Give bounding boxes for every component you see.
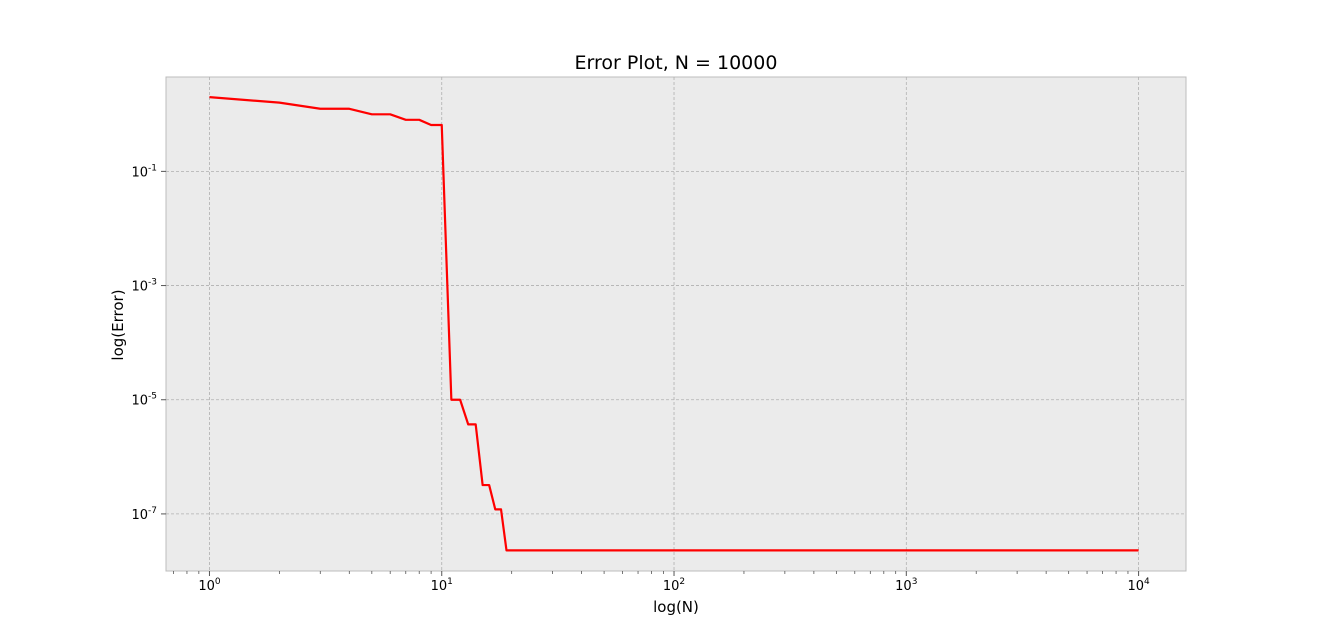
series-layer (209, 96, 1139, 552)
grid-lines (166, 77, 1186, 571)
y-tick-label: 10-7 (131, 506, 157, 523)
x-tick-label: 100 (198, 577, 221, 594)
x-axis-label: log(N) (653, 598, 699, 616)
y-tick-label: 10-5 (131, 392, 157, 409)
y-tick-label: 10-1 (131, 163, 157, 180)
y-axis-label: log(Error) (109, 289, 127, 360)
major-ticks (161, 170, 1140, 576)
tick-labels: 100 101 102 103 104 10-1 10-3 10-5 10-7 (131, 163, 1150, 594)
x-tick-label: 101 (431, 577, 453, 594)
x-tick-label: 103 (895, 577, 917, 594)
minor-ticks (173, 571, 1129, 574)
y-tick-label: 10-3 (131, 278, 157, 295)
x-tick-label: 102 (663, 577, 685, 594)
chart-title: Error Plot, N = 10000 (575, 52, 778, 74)
x-tick-label: 104 (1127, 577, 1150, 594)
series-line-0 (209, 96, 1139, 552)
plot-area (165, 76, 1187, 572)
